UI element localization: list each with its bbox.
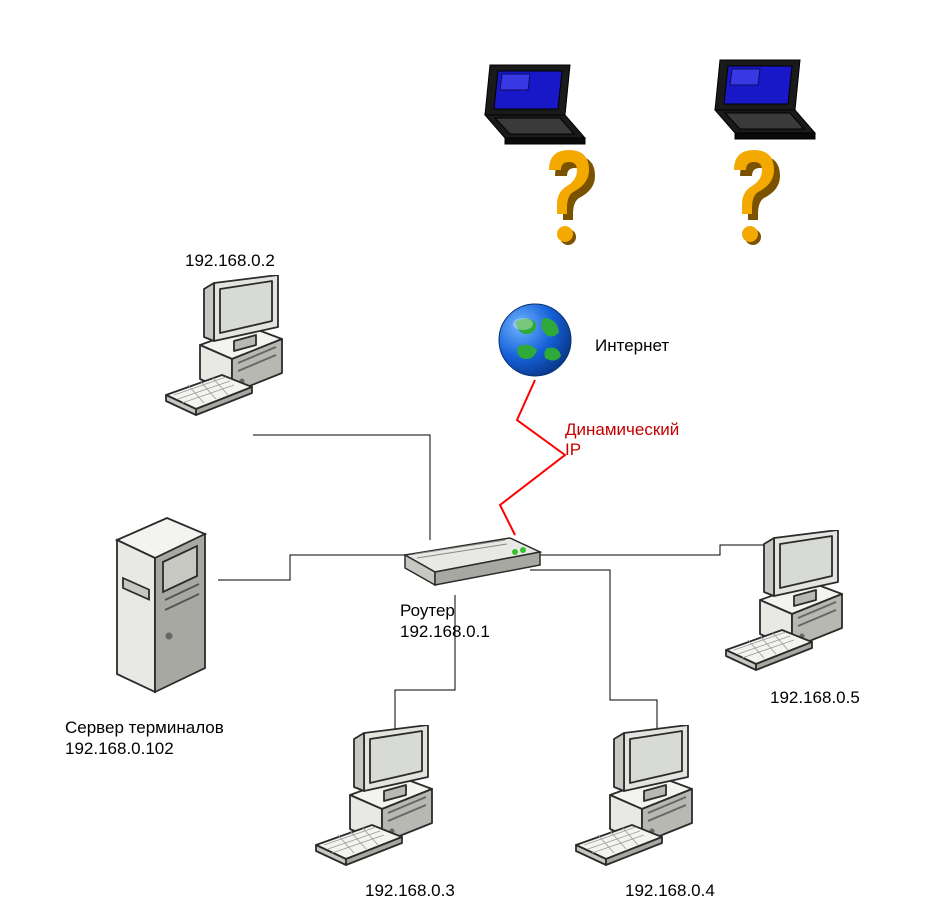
pc-2-icon [160,275,325,425]
pc-3-label: 192.168.0.3 [365,880,455,901]
router-label: Роутер 192.168.0.1 [400,600,490,643]
internet-globe-icon [495,300,575,380]
dynamic-ip-label: Динамический IP [565,420,679,459]
question-mark-2 [720,145,790,255]
laptop-2 [700,55,820,145]
internet-label: Интернет [595,335,669,356]
pc-5-label: 192.168.0.5 [770,687,860,708]
pc-5-icon [720,530,885,680]
network-diagram: 192.168.0.2 Интернет Динамический IP Роу… [0,0,946,916]
pc-3-icon [310,725,475,875]
pc-2-label: 192.168.0.2 [185,250,275,271]
router-icon [395,530,545,590]
pc-4-label: 192.168.0.4 [625,880,715,901]
server-label: Сервер терминалов 192.168.0.102 [65,717,224,760]
pc-4-icon [570,725,735,875]
terminal-server-icon [105,510,215,700]
laptop-1 [470,60,590,150]
question-mark-1 [535,145,605,255]
